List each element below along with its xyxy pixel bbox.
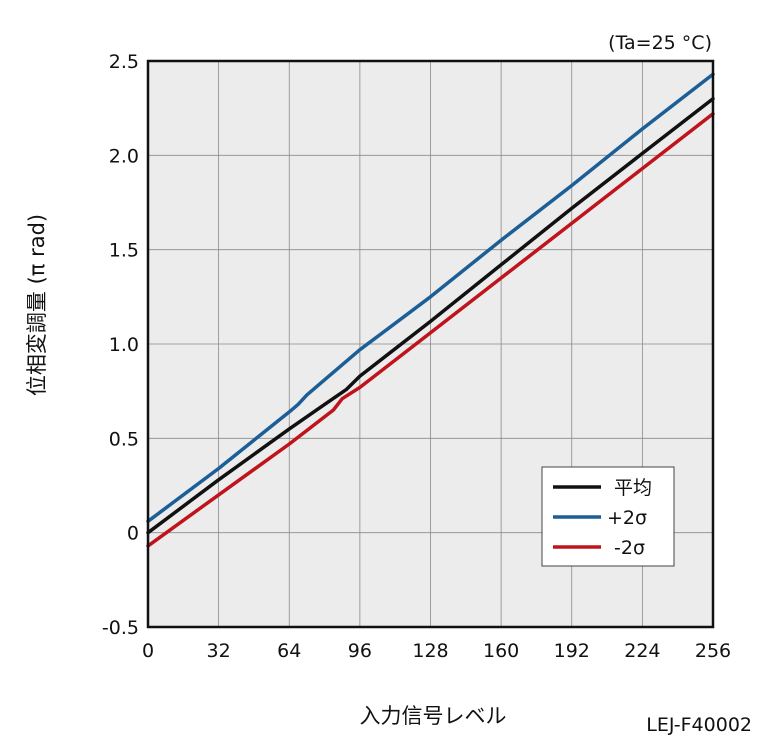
- series-line-average: [146, 96, 715, 535]
- y-tick-label: -0.5: [102, 617, 139, 639]
- legend: 平均 +2σ -2σ: [541, 466, 675, 567]
- plot-frame: [146, 59, 715, 629]
- figure-id: LEJ-F40002: [646, 714, 752, 736]
- y-tick-label: 1.5: [109, 240, 139, 262]
- x-axis-label: 入力信号レベル: [360, 704, 507, 728]
- x-tick-label: 32: [207, 640, 231, 662]
- temperature-annotation: (Ta=25 °C): [608, 32, 712, 54]
- y-axis-label: 位相変調量 (π rad): [25, 214, 49, 396]
- x-tick-label: 192: [554, 640, 590, 662]
- x-tick-label: 64: [277, 640, 301, 662]
- y-tick-label: 2.0: [109, 145, 139, 167]
- y-tick-label: 1.0: [109, 334, 139, 356]
- y-tick-label: 2.5: [109, 51, 139, 73]
- x-tick-labels: 0 32 64 96 128 160 192 224 256: [142, 640, 731, 662]
- grid-lines: [148, 61, 713, 627]
- series-lines: [146, 72, 715, 548]
- y-tick-label: 0.5: [109, 428, 139, 450]
- series-line-minus-2sigma: [146, 112, 715, 548]
- y-tick-labels: -0.5 0 0.5 1.0 1.5 2.0 2.5: [102, 51, 139, 639]
- legend-label-average: 平均: [614, 477, 652, 499]
- x-tick-label: 224: [624, 640, 660, 662]
- x-tick-label: 160: [483, 640, 519, 662]
- x-tick-label: 0: [142, 640, 154, 662]
- legend-label-plus-2sigma: +2σ: [607, 507, 647, 529]
- series-line-plus-2sigma: [146, 72, 715, 524]
- y-tick-label: 0: [127, 523, 139, 545]
- legend-label-minus-2sigma: -2σ: [614, 537, 645, 559]
- x-tick-label: 128: [412, 640, 448, 662]
- x-tick-label: 96: [348, 640, 372, 662]
- x-tick-label: 256: [695, 640, 731, 662]
